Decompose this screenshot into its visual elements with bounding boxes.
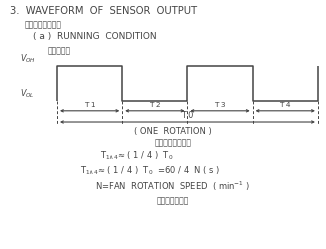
Text: T 2: T 2	[149, 102, 161, 108]
Text: T 0: T 0	[181, 111, 194, 120]
Text: $V_{OH}$: $V_{OH}$	[20, 52, 36, 65]
Text: ( a )  RUNNING  CONDITION: ( a ) RUNNING CONDITION	[33, 32, 156, 41]
Text: T 4: T 4	[279, 102, 291, 108]
Text: $V_{OL}$: $V_{OL}$	[20, 87, 34, 100]
Text: N=FAN  ROTATION  SPEED  ( min$^{-1}$ ): N=FAN ROTATION SPEED ( min$^{-1}$ )	[95, 180, 250, 193]
Text: （ファン１回転）: （ファン１回転）	[154, 139, 191, 148]
Text: ファン回転速度: ファン回転速度	[156, 196, 189, 205]
Text: T$_{1∧4}$≈ ( 1 / 4 )  T$_0$: T$_{1∧4}$≈ ( 1 / 4 ) T$_0$	[100, 149, 174, 162]
Text: センサー出力波形: センサー出力波形	[24, 20, 61, 29]
Text: T 1: T 1	[84, 102, 96, 108]
Text: T$_{1∧4}$≈ ( 1 / 4 )  T$_0$  =60 / 4  N ( s ): T$_{1∧4}$≈ ( 1 / 4 ) T$_0$ =60 / 4 N ( s…	[80, 164, 220, 177]
Text: 通常回転時: 通常回転時	[47, 46, 70, 55]
Text: T 3: T 3	[214, 102, 226, 108]
Text: 3.  WAVEFORM  OF  SENSOR  OUTPUT: 3. WAVEFORM OF SENSOR OUTPUT	[10, 6, 197, 16]
Text: ( ONE  ROTATION ): ( ONE ROTATION )	[134, 127, 212, 136]
